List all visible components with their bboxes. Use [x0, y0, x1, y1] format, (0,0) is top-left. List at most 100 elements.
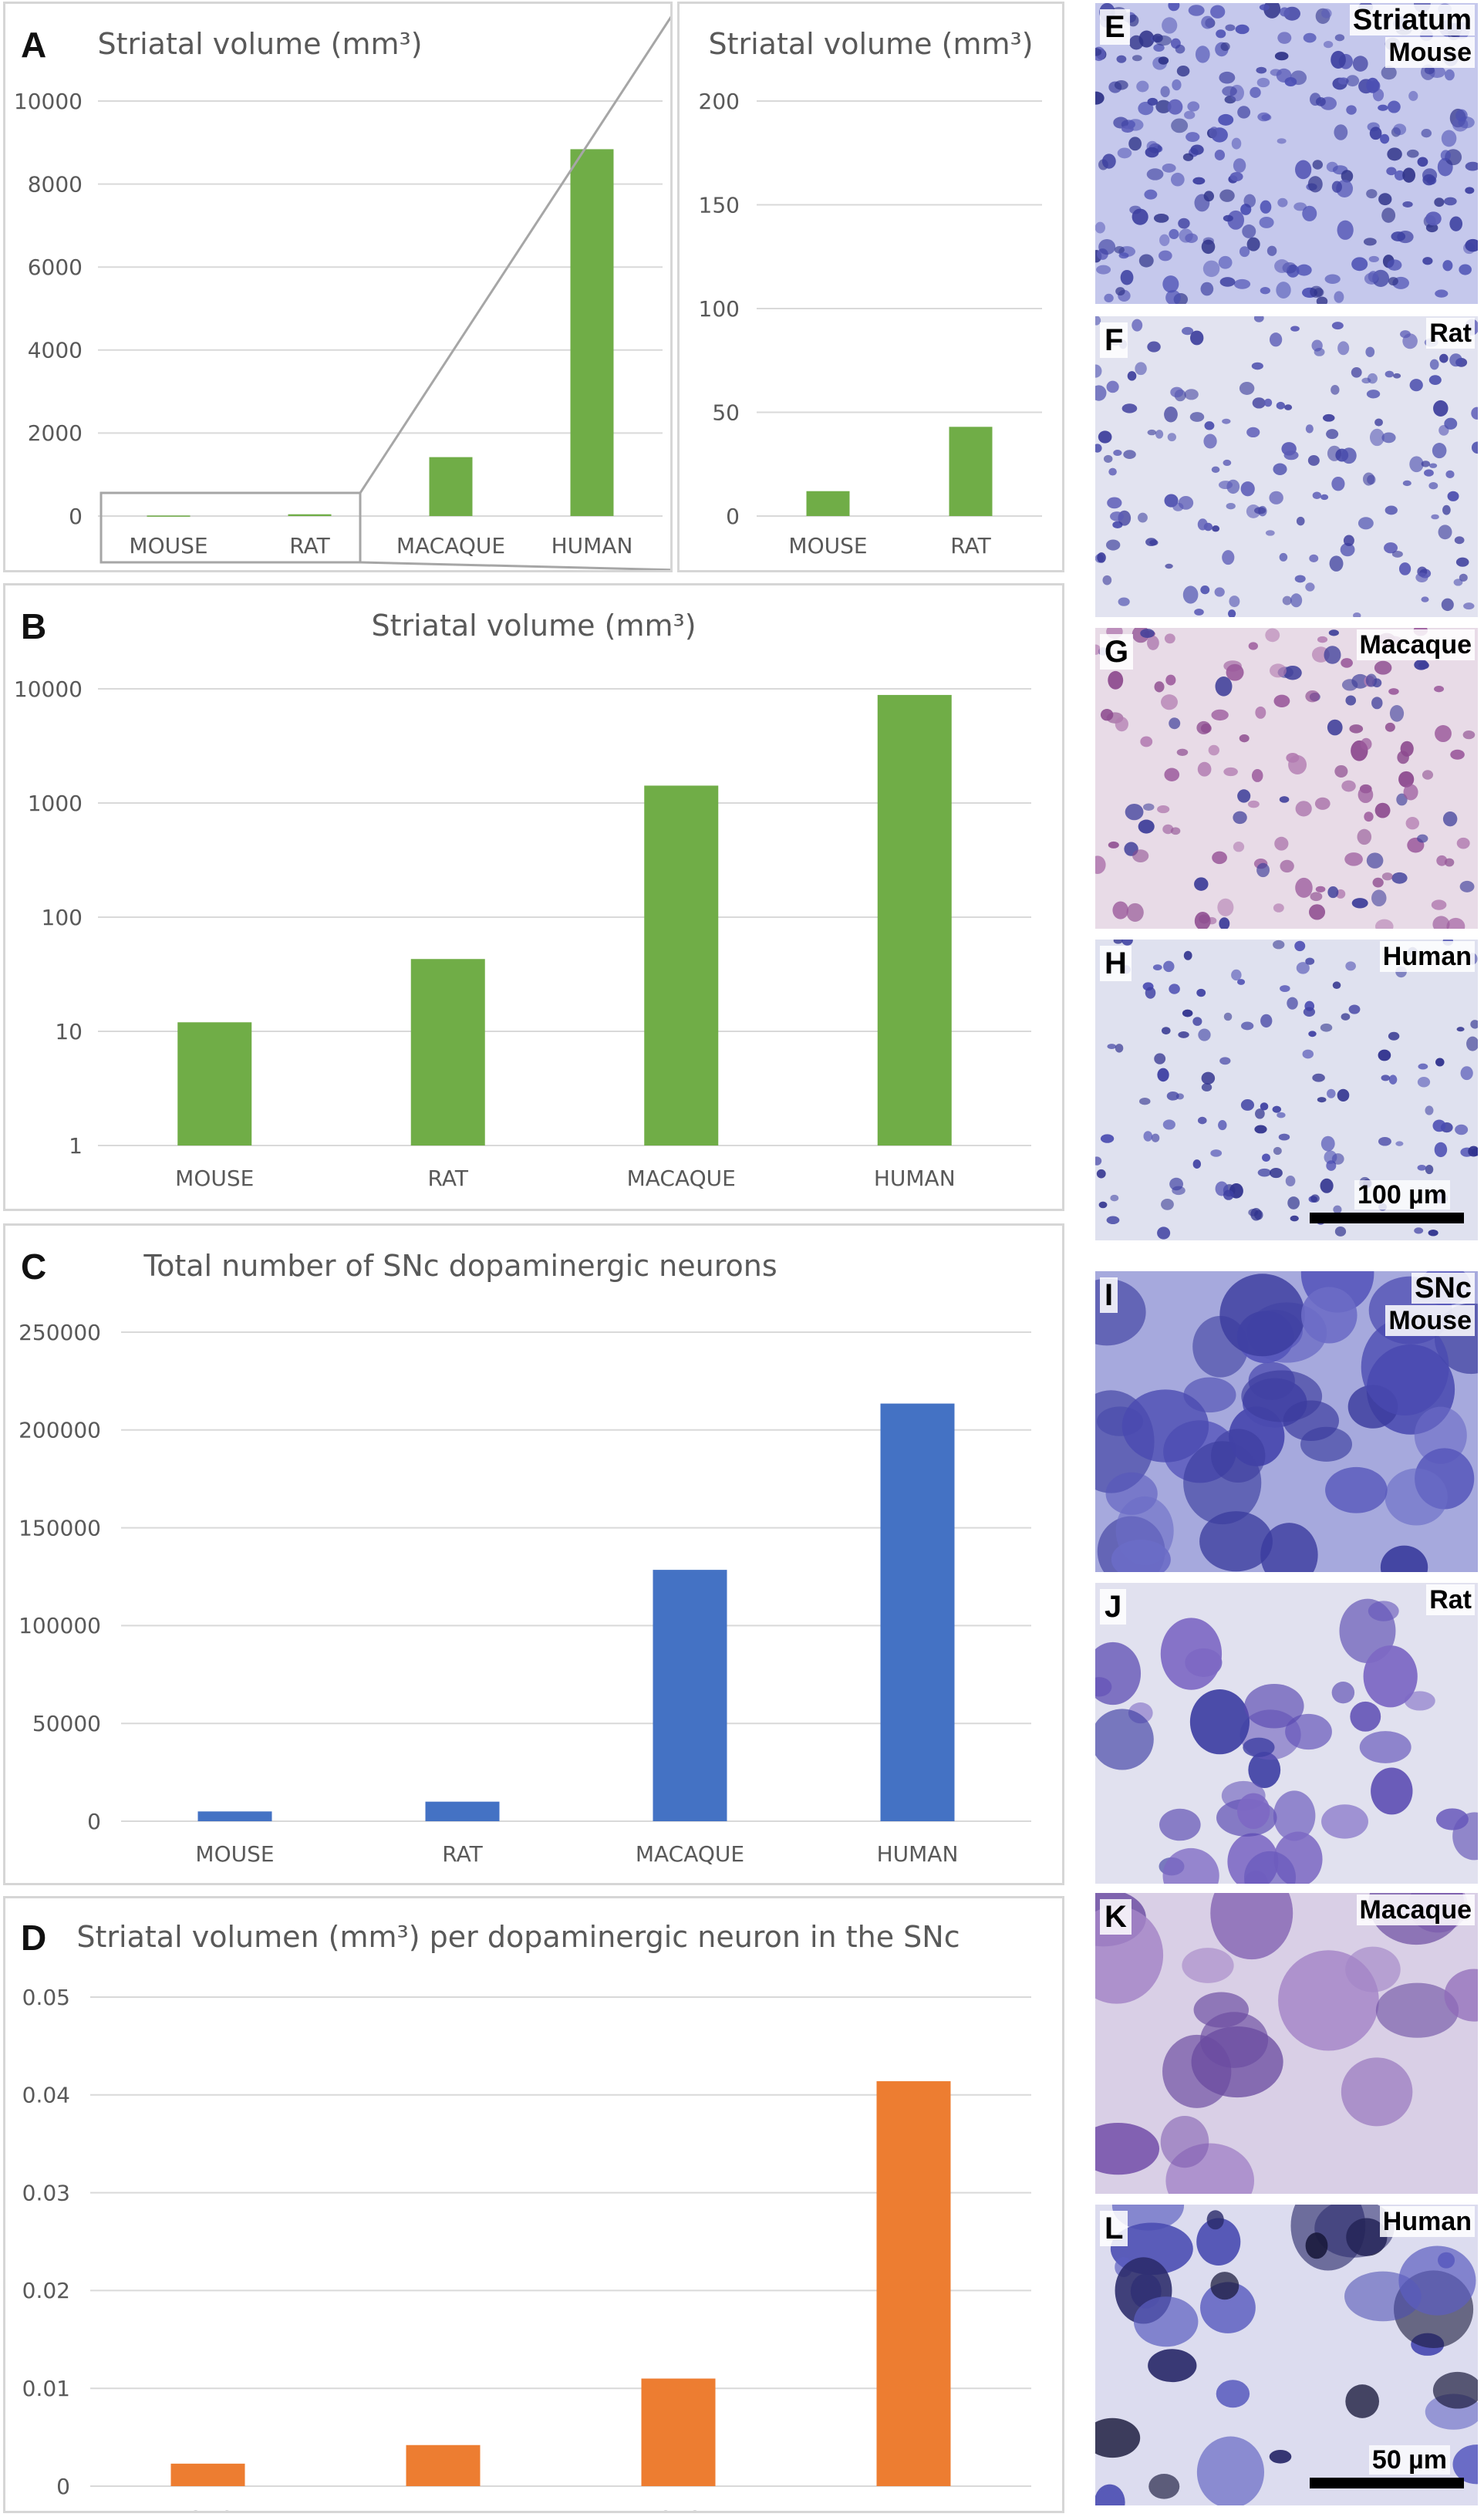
- cell-nucleus: [1274, 52, 1289, 61]
- cell-nucleus: [1194, 609, 1204, 616]
- chart-c-bar: [880, 1403, 955, 1821]
- cell-nucleus: [1162, 275, 1179, 293]
- cell-nucleus: [1303, 1007, 1316, 1017]
- cell-nucleus: [1345, 695, 1357, 706]
- cell-nucleus: [1095, 2123, 1160, 2175]
- cell-nucleus: [1204, 421, 1215, 430]
- cell-nucleus: [1455, 557, 1469, 567]
- cell-nucleus: [1459, 573, 1468, 582]
- cell-nucleus: [1164, 633, 1175, 644]
- cell-nucleus: [1417, 1164, 1427, 1171]
- panel-label-b: B: [21, 606, 47, 646]
- cell-nucleus: [1162, 164, 1176, 173]
- chart-a-title: Striatal volume (mm³): [97, 27, 423, 61]
- cell-nucleus: [1106, 380, 1119, 393]
- cell-nucleus: [1101, 154, 1116, 169]
- cell-nucleus: [1288, 754, 1307, 775]
- cell-nucleus: [1424, 66, 1435, 75]
- cell-nucleus: [1133, 2296, 1199, 2347]
- cell-nucleus: [1418, 1063, 1428, 1070]
- cell-nucleus: [1398, 562, 1411, 575]
- cell-nucleus: [1334, 34, 1345, 42]
- cell-nucleus: [1139, 1097, 1151, 1105]
- cell-nucleus: [1253, 316, 1264, 322]
- cell-nucleus: [1378, 1136, 1391, 1146]
- cell-nucleus: [1381, 432, 1396, 444]
- cell-nucleus: [1302, 205, 1317, 221]
- cell-nucleus: [1425, 1105, 1434, 1115]
- cell-nucleus: [1359, 1731, 1411, 1763]
- cell-nucleus: [1140, 736, 1153, 747]
- micrograph-label: Striatum: [1349, 5, 1475, 35]
- cell-nucleus: [1192, 177, 1206, 185]
- cell-nucleus: [1369, 127, 1382, 140]
- micrograph-label: Macaque: [1356, 629, 1475, 660]
- cell-nucleus: [1312, 491, 1322, 499]
- cell-nucleus: [1381, 66, 1397, 80]
- cell-nucleus: [1115, 1044, 1124, 1053]
- cell-nucleus: [1215, 676, 1233, 697]
- micrograph-label: Macaque: [1356, 1894, 1475, 1925]
- cell-nucleus: [1444, 1969, 1478, 2022]
- cell-nucleus: [1233, 842, 1245, 852]
- cell-nucleus: [1236, 1793, 1270, 1830]
- cell-nucleus: [1260, 287, 1270, 295]
- cell-nucleus: [1454, 536, 1465, 545]
- cell-nucleus: [1466, 1036, 1478, 1051]
- cell-nucleus: [1405, 817, 1420, 830]
- cell-nucleus: [1095, 385, 1107, 401]
- chart-b-ytick-label: 10000: [14, 676, 83, 702]
- cell-nucleus: [1456, 1027, 1465, 1032]
- cell-nucleus: [1154, 1053, 1166, 1064]
- cell-nucleus: [1201, 15, 1215, 29]
- cell-nucleus: [1334, 1226, 1347, 1237]
- cell-nucleus: [1212, 525, 1220, 532]
- cell-nucleus: [1421, 461, 1431, 467]
- cell-nucleus: [1296, 264, 1312, 276]
- cell-nucleus: [1160, 86, 1170, 98]
- cell-nucleus: [1294, 940, 1306, 952]
- cell-nucleus: [1429, 359, 1439, 370]
- cell-nucleus: [1170, 172, 1185, 187]
- cell-nucleus: [1446, 917, 1465, 929]
- cell-nucleus: [1265, 530, 1275, 536]
- cell-nucleus: [1351, 366, 1362, 378]
- micrograph-k: K Macaque: [1095, 1893, 1478, 2194]
- cell-nucleus: [1290, 326, 1300, 332]
- panel-d: D Striatal volumen (mm³) per dopaminergi…: [3, 1896, 1064, 2513]
- panel-a: A Striatal volume (mm³) 0 2000 4000 6000 800…: [3, 2, 673, 572]
- cell-nucleus: [1201, 1083, 1212, 1091]
- cell-nucleus: [1346, 105, 1357, 115]
- cell-nucleus: [1182, 153, 1194, 161]
- cell-nucleus: [1447, 491, 1459, 501]
- chart-d-xtick-label: RAT: [423, 2506, 464, 2511]
- cell-nucleus: [1223, 767, 1238, 777]
- chart-b-plot: 1 10 100 1000 10000 MOUSE RAT MACAQUE HUMAN: [14, 676, 1031, 1191]
- cell-nucleus: [1246, 237, 1260, 251]
- cell-nucleus: [1095, 1709, 1154, 1770]
- cell-nucleus: [1436, 855, 1448, 866]
- cell-nucleus: [1434, 197, 1445, 208]
- cell-nucleus: [1115, 287, 1125, 296]
- cell-nucleus: [1442, 811, 1458, 827]
- cell-nucleus: [1219, 277, 1236, 287]
- micrograph-j: J Rat: [1095, 1583, 1478, 1884]
- chart-b-xtick-label: MOUSE: [175, 1166, 254, 1191]
- cell-nucleus: [1381, 1075, 1391, 1081]
- cell-nucleus: [1395, 1141, 1404, 1146]
- cell-nucleus: [1337, 220, 1354, 240]
- cell-nucleus: [1351, 257, 1368, 272]
- cell-nucleus: [1248, 1751, 1281, 1788]
- cell-nucleus: [1374, 418, 1383, 427]
- cell-nucleus: [1138, 254, 1154, 268]
- cell-nucleus: [1113, 116, 1128, 129]
- cell-nucleus: [1432, 2371, 1478, 2409]
- cell-nucleus: [1435, 724, 1452, 743]
- cell-nucleus: [1441, 130, 1457, 147]
- cell-nucleus: [1195, 46, 1210, 63]
- cell-nucleus: [1374, 802, 1391, 818]
- cell-nucleus: [1317, 1097, 1327, 1103]
- cell-nucleus: [1331, 181, 1342, 193]
- cell-nucleus: [1225, 24, 1236, 32]
- cell-nucleus: [1269, 663, 1287, 678]
